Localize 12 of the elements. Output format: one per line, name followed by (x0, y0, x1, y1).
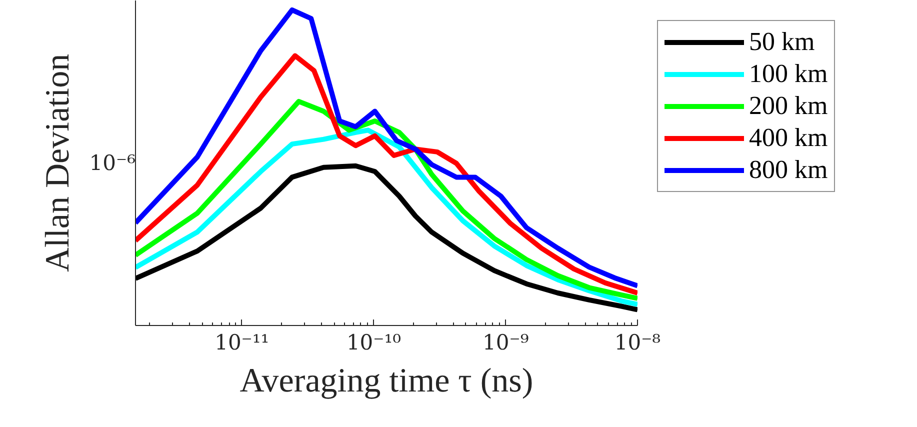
legend-label: 100 km (749, 59, 828, 89)
legend-label: 200 km (749, 91, 828, 121)
x-tick-label: 10⁻⁸ (614, 330, 661, 354)
x-tick-label: 10⁻¹⁰ (346, 330, 402, 354)
annotation: 10⁻⁶ (89, 151, 136, 175)
x-tick-label: 10⁻⁹ (482, 330, 529, 354)
legend-label: 400 km (749, 123, 828, 153)
legend-label: 800 km (749, 155, 828, 185)
x-axis-title: Averaging time τ (ns) (240, 362, 534, 400)
legend-label: 50 km (749, 27, 815, 57)
x-tick-label: 10⁻¹¹ (214, 330, 270, 354)
y-axis-title: Allan Deviation (39, 54, 76, 272)
